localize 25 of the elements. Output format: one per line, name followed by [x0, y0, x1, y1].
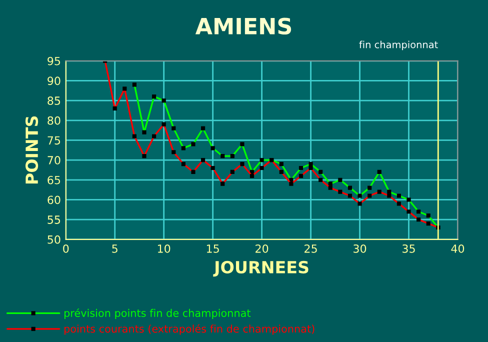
- x-tick-label: 5: [112, 244, 118, 253]
- x-tick-label: 15: [206, 244, 219, 253]
- y-tick-label: 85: [48, 96, 60, 105]
- y-tick-label: 60: [48, 196, 60, 204]
- y-tick-label: 95: [48, 56, 60, 66]
- y-axis-title: POINTS: [25, 116, 38, 184]
- y-tick-label: 55: [48, 216, 60, 224]
- y-tick-label: 65: [48, 176, 60, 184]
- x-tick-label: 30: [354, 244, 366, 253]
- y-tick-label: 70: [48, 156, 60, 164]
- y-tick-label: 50: [48, 235, 60, 244]
- x-tick-label: 25: [304, 244, 317, 253]
- text: prévision points fin de championnat: [64, 308, 251, 319]
- ref-line-label: fin championnat: [359, 40, 438, 50]
- y-tick-label: 90: [48, 76, 60, 86]
- x-tick-label: 10: [158, 244, 170, 253]
- x-tick-label: 40: [451, 244, 464, 253]
- x-tick-label: 20: [256, 244, 268, 253]
- y-tick-label: 80: [48, 116, 60, 125]
- text: points courants (extrapolés fin de championnat): [64, 324, 314, 335]
- x-axis-title: JOURNEES: [213, 260, 308, 277]
- y-tick-label: 75: [48, 136, 60, 145]
- x-tick-label: 35: [402, 244, 415, 253]
- chart-title: AMIENS: [195, 18, 292, 35]
- x-tick-label: 0: [63, 244, 69, 253]
